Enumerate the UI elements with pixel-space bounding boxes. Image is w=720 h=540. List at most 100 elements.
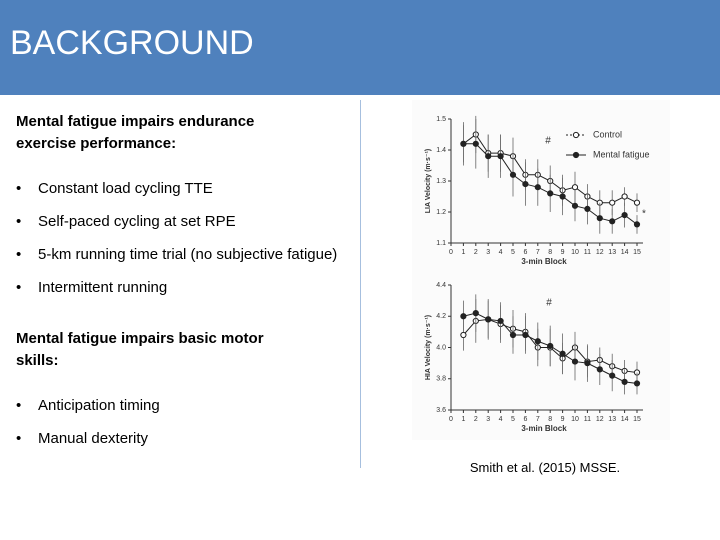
y-tick-label: 3.8 (436, 376, 446, 383)
y-axis-title: LIA Velocity (m·s⁻¹) (425, 149, 432, 214)
data-point (584, 360, 591, 367)
x-tick-label: 8 (548, 416, 552, 423)
annotation: # (545, 136, 551, 147)
x-tick-label: 0 (449, 249, 453, 256)
data-point (522, 181, 529, 188)
data-point (559, 350, 566, 357)
x-tick-label: 9 (561, 249, 565, 256)
data-point (633, 221, 641, 228)
bullet: Constant load cycling TTE (16, 172, 346, 205)
annotation: # (546, 298, 552, 309)
data-point (547, 342, 554, 350)
data-point (534, 184, 541, 191)
x-tick-label: 5 (511, 249, 515, 256)
x-tick-label: 7 (536, 249, 540, 256)
data-point (534, 338, 541, 345)
x-axis-title: 3-min Block (521, 424, 567, 433)
x-tick-label: 14 (621, 416, 629, 423)
x-tick-label: 10 (571, 416, 579, 423)
y-tick-label: 4.4 (436, 282, 446, 289)
bullet: Anticipation timing (16, 389, 346, 422)
data-point (509, 331, 517, 339)
x-tick-label: 2 (474, 416, 478, 423)
data-point (633, 199, 641, 206)
x-tick-label: 7 (536, 416, 540, 423)
bullet: Self-paced cycling at set RPE (16, 205, 346, 238)
x-axis-title: 3-min Block (521, 257, 567, 266)
y-tick-label: 1.1 (436, 240, 446, 247)
data-point (509, 171, 517, 178)
data-point (497, 317, 504, 325)
x-tick-label: 2 (474, 249, 478, 256)
data-point (522, 331, 529, 339)
x-tick-label: 1 (461, 416, 465, 423)
x-tick-label: 6 (523, 416, 527, 423)
citation: Smith et al. (2015) MSSE. (469, 460, 621, 475)
x-tick-label: 11 (584, 416, 591, 423)
x-tick-label: 8 (548, 249, 552, 256)
data-point (596, 215, 603, 222)
x-tick-label: 13 (608, 416, 616, 423)
x-tick-label: 4 (499, 416, 503, 423)
y-tick-label: 1.4 (436, 147, 446, 154)
y-tick-label: 1.2 (436, 209, 446, 216)
annotation: * (642, 209, 646, 220)
legend-label: Control (593, 129, 622, 139)
data-point (633, 380, 641, 387)
data-point (571, 184, 579, 191)
slide-title: BACKGROUND (10, 24, 254, 62)
y-tick-label: 1.3 (436, 178, 446, 185)
bullet-list: Constant load cycling TTESelf-paced cycl… (16, 172, 346, 304)
x-tick-label: 11 (584, 249, 591, 256)
legend-label: Mental fatigue (593, 149, 650, 159)
data-point (621, 378, 628, 385)
x-tick-label: 4 (499, 249, 503, 256)
section-heading: Mental fatigue impairs basic motor skill… (16, 330, 264, 369)
data-point (571, 202, 579, 209)
data-point (609, 372, 616, 379)
data-point (497, 153, 504, 160)
data-point (584, 205, 591, 212)
x-tick-label: 5 (511, 416, 515, 423)
y-axis-title: HIA Velocity (m·s⁻¹) (425, 315, 432, 380)
data-point (609, 199, 616, 206)
x-tick-label: 9 (561, 416, 565, 423)
x-tick-label: 15 (633, 416, 641, 423)
legend-marker (572, 151, 580, 159)
bullet-list: Anticipation timingManual dexterity (16, 389, 346, 455)
x-tick-label: 6 (523, 249, 527, 256)
data-point (485, 316, 492, 323)
x-tick-label: 0 (449, 416, 453, 423)
x-tick-label: 3 (486, 249, 490, 256)
header: BACKGROUND (0, 0, 720, 95)
x-tick-label: 10 (571, 249, 579, 256)
x-tick-label: 3 (486, 416, 490, 423)
x-tick-label: 12 (596, 249, 604, 256)
content: Mental fatigue impairs endurance exercis… (16, 111, 346, 479)
x-tick-label: 12 (596, 416, 604, 423)
y-tick-label: 4.0 (436, 344, 446, 351)
data-point (621, 212, 628, 219)
data-point (460, 313, 467, 320)
data-point (547, 190, 554, 197)
legend-marker (572, 131, 580, 139)
x-tick-label: 14 (621, 249, 629, 256)
data-point (460, 331, 467, 339)
data-point (472, 310, 479, 317)
data-point (472, 140, 479, 147)
x-tick-label: 1 (461, 249, 465, 256)
data-point (609, 218, 616, 225)
data-point (485, 153, 492, 160)
x-tick-label: 13 (608, 249, 616, 256)
bullet: 5-km running time trial (no subjective f… (16, 238, 346, 271)
y-tick-label: 4.2 (436, 313, 446, 320)
data-point (571, 358, 579, 365)
bullet: Intermittent running (16, 271, 346, 304)
data-point (621, 193, 628, 200)
data-point (596, 366, 603, 373)
divider (360, 100, 361, 468)
x-tick-label: 15 (633, 249, 641, 256)
data-point (559, 193, 566, 200)
